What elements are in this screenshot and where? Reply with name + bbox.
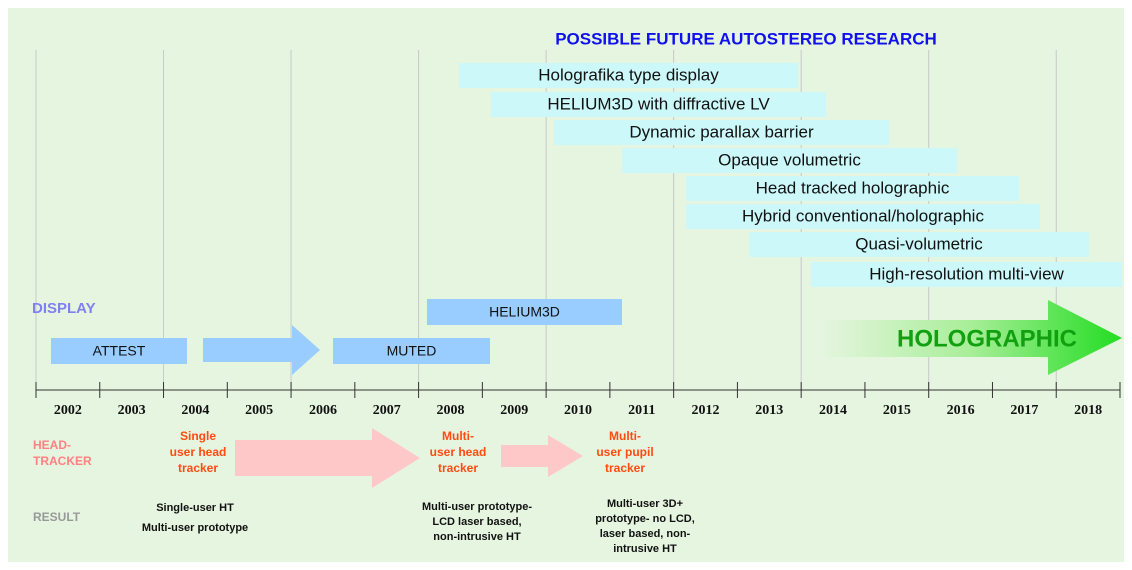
head-tracker-item: Multi- <box>609 429 641 443</box>
head-tracker-item: tracker <box>605 461 645 475</box>
research-label: Opaque volumetric <box>718 150 861 169</box>
year-label: 2015 <box>883 403 911 418</box>
research-bar <box>554 120 889 145</box>
head-tracker-item: Single <box>180 429 216 443</box>
year-label: 2013 <box>755 403 783 418</box>
research-label: Head tracked holographic <box>756 178 950 197</box>
year-label: 2002 <box>54 403 82 418</box>
research-label: High-resolution multi-view <box>869 264 1064 283</box>
year-label: 2014 <box>819 403 847 418</box>
research-label: Holografika type display <box>538 65 719 84</box>
result-item: non-intrusive HT <box>433 531 521 543</box>
year-label: 2012 <box>692 403 720 418</box>
year-label: 2009 <box>500 403 528 418</box>
research-bar <box>749 232 1089 257</box>
year-label: 2008 <box>436 403 464 418</box>
arrow <box>203 325 320 375</box>
research-label: Hybrid conventional/holographic <box>742 206 984 225</box>
year-label: 2010 <box>564 403 592 418</box>
result-label: RESULT <box>33 510 81 524</box>
head-tracker-item: user pupil <box>596 445 653 459</box>
head-tracker-item: user head <box>430 445 487 459</box>
result-item: LCD laser based, <box>432 516 521 528</box>
research-label: HELIUM3D with diffractive LV <box>547 94 770 113</box>
head-tracker-label: TRACKER <box>33 454 92 468</box>
head-tracker-item: tracker <box>438 461 478 475</box>
display-bar <box>51 338 187 364</box>
year-label: 2018 <box>1074 403 1102 418</box>
display-bar-label: HELIUM3D <box>489 304 560 320</box>
display-bar <box>333 338 490 364</box>
head-tracker-item: user head <box>170 445 227 459</box>
result-item: prototype- no LCD, <box>595 513 695 525</box>
head-tracker-item: Multi- <box>442 429 474 443</box>
research-bar <box>491 92 826 117</box>
result-item: Multi-user prototype- <box>422 501 532 513</box>
arrow <box>501 435 583 477</box>
year-label: 2006 <box>309 403 337 418</box>
result-item: Multi-user 3D+ <box>607 498 683 510</box>
head-tracker-item: tracker <box>178 461 218 475</box>
head-tracker-label: HEAD- <box>33 438 71 452</box>
research-bar <box>686 204 1040 229</box>
research-bar <box>459 63 798 88</box>
result-item: Multi-user prototype <box>142 522 248 534</box>
year-label: 2007 <box>373 403 401 418</box>
year-label: 2016 <box>947 403 975 418</box>
result-item: laser based, non- <box>600 528 691 540</box>
year-label: 2005 <box>245 403 273 418</box>
title: POSSIBLE FUTURE AUTOSTEREO RESEARCH <box>555 29 937 48</box>
result-item: Single-user HT <box>156 502 234 514</box>
research-bar <box>811 262 1122 287</box>
year-label: 2017 <box>1010 403 1038 418</box>
year-label: 2011 <box>628 403 655 418</box>
display-label: DISPLAY <box>32 300 96 317</box>
holographic-arrow <box>820 300 1122 375</box>
display-bar-label: MUTED <box>387 343 437 359</box>
research-label: Quasi-volumetric <box>855 234 983 253</box>
display-bar-label: ATTEST <box>93 343 146 359</box>
result-item: intrusive HT <box>613 543 677 555</box>
arrow <box>235 428 420 488</box>
year-label: 2004 <box>181 403 209 418</box>
research-label: Dynamic parallax barrier <box>629 122 814 141</box>
research-bar <box>622 148 957 173</box>
holographic-label: HOLOGRAPHIC <box>897 325 1077 352</box>
year-label: 2003 <box>118 403 146 418</box>
research-bar <box>686 176 1019 201</box>
display-bar <box>427 299 622 325</box>
